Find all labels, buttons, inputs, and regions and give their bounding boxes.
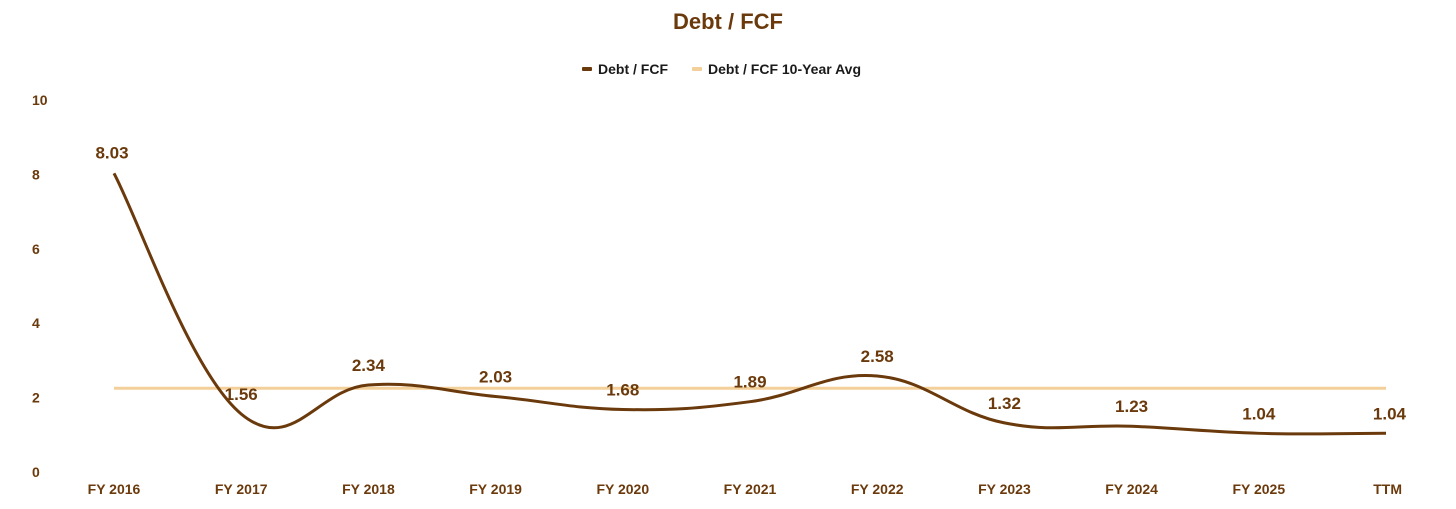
data-point (876, 375, 879, 378)
legend-label: Debt / FCF 10-Year Avg (708, 61, 861, 77)
series-layer (112, 172, 1388, 436)
data-label: 1.32 (988, 394, 1021, 413)
y-tick-label: 2 (32, 390, 40, 406)
y-tick-label: 4 (32, 315, 40, 331)
x-tick-label: FY 2020 (596, 481, 649, 497)
x-tick-label: FY 2019 (469, 481, 522, 497)
legend-swatch (582, 67, 592, 71)
x-tick-label: FY 2023 (978, 481, 1031, 497)
x-tick-label: TTM (1373, 481, 1402, 497)
x-tick-label: FY 2018 (342, 481, 395, 497)
data-point (240, 412, 243, 415)
data-label: 1.56 (225, 385, 258, 404)
data-point (367, 383, 370, 386)
data-point (113, 172, 116, 175)
data-point (621, 408, 624, 411)
chart-title: Debt / FCF (673, 9, 783, 34)
data-point (749, 400, 752, 403)
data-label: 8.03 (95, 143, 128, 162)
data-point (1385, 432, 1388, 435)
y-tick-label: 6 (32, 241, 40, 257)
data-labels: 8.03 1.56 2.34 2.03 1.68 1.89 2.58 1.32 1.23 1.04… (95, 143, 1406, 423)
data-point (1003, 421, 1006, 424)
data-point (1257, 432, 1260, 435)
data-point (1130, 425, 1133, 428)
x-tick-label: FY 2017 (215, 481, 268, 497)
legend-label: Debt / FCF (598, 61, 668, 77)
x-tick-label: FY 2022 (851, 481, 904, 497)
data-label: 1.23 (1115, 397, 1148, 416)
y-tick-label: 8 (32, 166, 40, 182)
legend: Debt / FCF Debt / FCF 10-Year Avg (582, 61, 861, 77)
series-line-debt-fcf (112, 172, 1387, 436)
data-label: 2.03 (479, 367, 512, 386)
x-axis: FY 2016 FY 2017 FY 2018 FY 2019 FY 2020 FY 20… (88, 481, 1402, 497)
x-tick-label: FY 2016 (88, 481, 141, 497)
data-label: 2.34 (352, 356, 386, 375)
x-tick-label: FY 2021 (724, 481, 777, 497)
data-label: 2.58 (861, 347, 894, 366)
data-label: 1.04 (1242, 404, 1276, 423)
x-tick-label: FY 2025 (1232, 481, 1285, 497)
data-label: 1.89 (733, 373, 766, 392)
data-label: 1.68 (606, 381, 639, 400)
y-tick-label: 0 (32, 464, 40, 480)
x-tick-label: FY 2024 (1105, 481, 1158, 497)
y-tick-label: 10 (32, 92, 48, 108)
legend-swatch (692, 67, 702, 71)
data-label: 1.04 (1373, 404, 1407, 423)
y-axis: 0 2 4 6 8 10 (32, 92, 48, 480)
data-point (494, 395, 497, 398)
